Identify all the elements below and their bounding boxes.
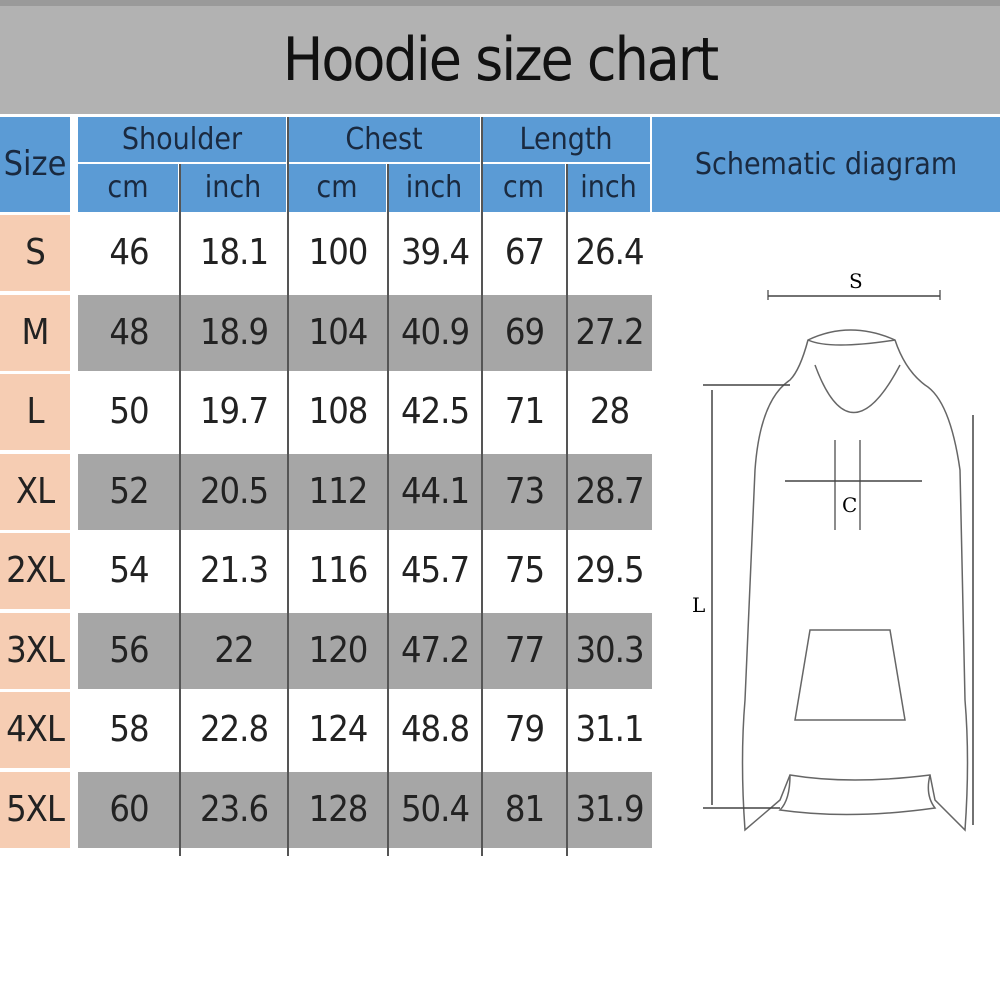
group-header: Shoulder — [78, 117, 286, 162]
table-cell: 39.4 — [388, 215, 482, 291]
table-cell: 100 — [288, 215, 388, 291]
table-cell: 50 — [78, 374, 180, 450]
table-cell: 79 — [482, 692, 567, 768]
size-cell: M — [0, 294, 70, 371]
column-divider — [387, 164, 389, 856]
hoodie-outline — [741, 329, 969, 832]
table-cell: 104 — [288, 294, 388, 371]
table-cell: 120 — [288, 612, 388, 689]
table-cell: 45.7 — [388, 533, 482, 609]
table-cell: 52 — [78, 453, 180, 530]
table-cell: 60 — [78, 771, 180, 848]
table-cell: 48 — [78, 294, 180, 371]
group-divider — [481, 117, 483, 164]
table-cell: 28 — [567, 374, 652, 450]
label-c: C — [842, 493, 857, 517]
table-cell: 112 — [288, 453, 388, 530]
table-cell: 75 — [482, 533, 567, 609]
table-cell: 31.9 — [567, 771, 652, 848]
unit-header: cm — [78, 164, 178, 212]
table-cell: 81 — [482, 771, 567, 848]
table-cell: 20.5 — [180, 453, 288, 530]
size-header: Size — [0, 117, 70, 212]
column-divider — [287, 164, 289, 856]
group-header: Chest — [288, 117, 480, 162]
size-cell: L — [0, 374, 70, 450]
table-cell: 44.1 — [388, 453, 482, 530]
table-cell: 69 — [482, 294, 567, 371]
size-cell: S — [0, 215, 70, 291]
column-divider — [179, 164, 181, 856]
table-cell: 67 — [482, 215, 567, 291]
table-cell: 108 — [288, 374, 388, 450]
diagram-header: Schematic diagram — [652, 117, 1000, 212]
table-cell: 73 — [482, 453, 567, 530]
unit-header: inch — [180, 164, 286, 212]
size-cell: 5XL — [0, 771, 70, 848]
unit-header: inch — [567, 164, 650, 212]
table-cell: 46 — [78, 215, 180, 291]
table-cell: 47.2 — [388, 612, 482, 689]
size-cell: 4XL — [0, 692, 70, 768]
table-cell: 30.3 — [567, 612, 652, 689]
unit-header: cm — [482, 164, 565, 212]
table-cell: 18.9 — [180, 294, 288, 371]
table-cell: 40.9 — [388, 294, 482, 371]
column-divider — [481, 164, 483, 856]
table-cell: 29.5 — [567, 533, 652, 609]
table-cell: 31.1 — [567, 692, 652, 768]
table-cell: 22 — [180, 612, 288, 689]
table-cell: 27.2 — [567, 294, 652, 371]
table-cell: 54 — [78, 533, 180, 609]
table-cell: 42.5 — [388, 374, 482, 450]
table-cell: 26.4 — [567, 215, 652, 291]
table-cell: 58 — [78, 692, 180, 768]
label-l: L — [692, 593, 705, 617]
table-cell: 50.4 — [388, 771, 482, 848]
size-cell: 3XL — [0, 612, 70, 689]
unit-header: inch — [388, 164, 480, 212]
table-cell: 21.3 — [180, 533, 288, 609]
table-cell: 22.8 — [180, 692, 288, 768]
table-cell: 124 — [288, 692, 388, 768]
table-cell: 18.1 — [180, 215, 288, 291]
table-cell: 56 — [78, 612, 180, 689]
size-cell: 2XL — [0, 533, 70, 609]
table-cell: 23.6 — [180, 771, 288, 848]
hoodie-schematic: S C L — [692, 269, 974, 832]
unit-header: cm — [288, 164, 386, 212]
group-header: Length — [482, 117, 650, 162]
table-cell: 19.7 — [180, 374, 288, 450]
table-cell: 28.7 — [567, 453, 652, 530]
page-title: Hoodie size chart — [0, 0, 1000, 114]
group-divider — [287, 117, 289, 164]
column-divider — [566, 164, 568, 856]
table-cell: 77 — [482, 612, 567, 689]
table-cell: 128 — [288, 771, 388, 848]
table-cell: 116 — [288, 533, 388, 609]
table-cell: 71 — [482, 374, 567, 450]
table-cell: 48.8 — [388, 692, 482, 768]
label-s: S — [849, 269, 863, 293]
size-cell: XL — [0, 453, 70, 530]
